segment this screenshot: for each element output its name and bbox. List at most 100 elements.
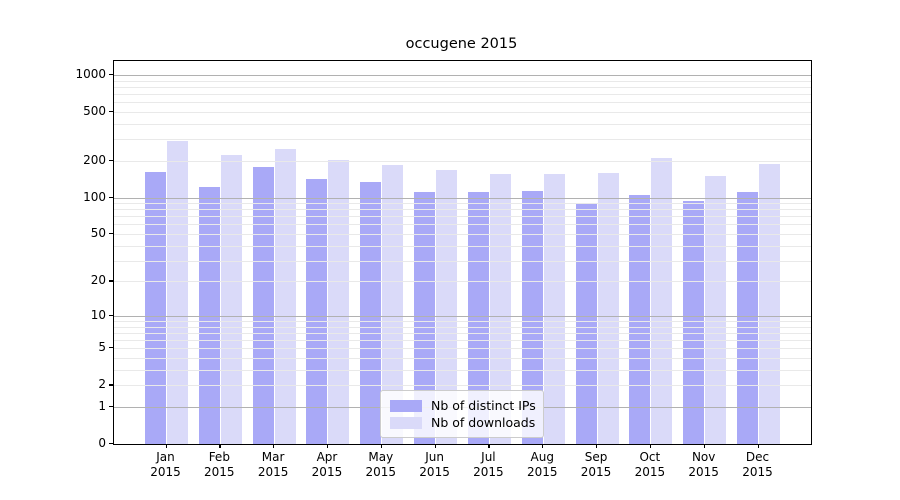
- y-tick-mark-1: [109, 405, 113, 408]
- y-tick-label-1: 1: [98, 398, 106, 413]
- major-gridline-1000: [114, 75, 811, 76]
- y-tick-mark-1000: [109, 74, 113, 76]
- minor-gridline-9: [114, 321, 811, 323]
- bar-downloads-apr: [328, 160, 350, 444]
- y-tick-mark-20: [109, 280, 113, 282]
- y-tick-mark-10: [109, 314, 113, 317]
- minor-gridline-400: [114, 123, 811, 125]
- legend-swatch-downloads: [390, 416, 422, 429]
- x-tick-year-nov: 2015: [688, 465, 719, 479]
- bar-ips-aug: [521, 191, 543, 444]
- minor-gridline-30: [114, 260, 811, 262]
- x-tick-label-dec: Dec 2015: [730, 450, 786, 480]
- bar-ips-nov: [683, 201, 705, 444]
- x-tick-year-aug: 2015: [526, 465, 558, 479]
- y-tick-label-50: 50: [90, 225, 106, 240]
- bar-downloads-oct: [651, 158, 673, 444]
- minor-gridline-5: [114, 348, 811, 350]
- y-tick-mark-500: [109, 110, 113, 113]
- bar-ips-jan: [145, 171, 166, 444]
- y-tick-label-10: 10: [90, 307, 106, 322]
- minor-gridline-300: [114, 139, 811, 141]
- x-tick-year-apr: 2015: [311, 465, 343, 479]
- x-tick-year-mar: 2015: [257, 465, 289, 479]
- y-tick-label-2: 2: [98, 377, 106, 392]
- x-tick-mark-sep: [596, 444, 598, 448]
- x-tick-mark-jun: [434, 444, 436, 448]
- x-tick-mark-feb: [219, 444, 221, 448]
- minor-gridline-700: [114, 94, 811, 96]
- major-gridline-10: [114, 315, 811, 317]
- plot-area: [113, 60, 812, 445]
- bar-downloads-nov: [705, 176, 727, 444]
- y-tick-mark-100: [109, 196, 113, 198]
- bar-ips-apr: [306, 178, 328, 444]
- x-tick-label-feb: Feb 2015: [191, 450, 247, 480]
- legend-label-distinct-ips: Nb of distinct IPs: [431, 398, 536, 413]
- x-tick-label-may: May 2015: [353, 450, 409, 480]
- x-tick-mark-apr: [326, 444, 329, 448]
- bar-ips-dec: [737, 191, 758, 444]
- bar-ips-sep: [575, 203, 597, 444]
- minor-gridline-800: [114, 86, 811, 88]
- minor-gridline-8: [114, 326, 811, 328]
- bar-downloads-feb: [220, 155, 242, 444]
- major-gridline-100: [114, 197, 811, 199]
- minor-gridline-500: [114, 111, 811, 113]
- minor-gridline-6: [114, 340, 811, 342]
- chart-title: occugene 2015: [405, 36, 518, 52]
- minor-gridline-50: [114, 233, 811, 235]
- bar-downloads-jul: [489, 174, 511, 444]
- x-tick-label-apr: Apr 2015: [299, 450, 355, 480]
- bar-downloads-aug: [543, 173, 565, 444]
- minor-gridline-90: [114, 203, 811, 205]
- bar-ips-mar: [252, 166, 274, 444]
- x-tick-label-jul: Jul 2015: [460, 450, 516, 480]
- minor-gridline-600: [114, 102, 811, 104]
- x-tick-label-nov: Nov 2015: [676, 450, 732, 480]
- bar-ips-jul: [467, 191, 489, 444]
- bar-downloads-mar: [274, 148, 296, 444]
- bar-downloads-dec: [759, 164, 780, 444]
- x-tick-year-may: 2015: [365, 465, 397, 479]
- y-tick-mark-200: [109, 159, 113, 161]
- minor-gridline-7: [114, 332, 811, 334]
- y-tick-mark-0: [109, 443, 113, 445]
- x-tick-mark-mar: [273, 444, 275, 448]
- x-tick-label-oct: Oct 2015: [622, 450, 678, 480]
- x-tick-year-jul: 2015: [473, 465, 504, 479]
- bar-ips-oct: [629, 195, 651, 444]
- legend-label-downloads: Nb of downloads: [431, 415, 536, 430]
- bar-downloads-sep: [597, 172, 619, 444]
- minor-gridline-900: [114, 80, 811, 82]
- y-tick-label-100: 100: [83, 189, 106, 204]
- legend-row-downloads: Nb of downloads: [390, 414, 536, 431]
- minor-gridline-200: [114, 160, 811, 162]
- y-tick-label-20: 20: [90, 273, 106, 288]
- x-tick-label-jun: Jun 2015: [407, 450, 463, 480]
- minor-gridline-20: [114, 281, 811, 283]
- x-tick-year-feb: 2015: [204, 465, 235, 479]
- x-tick-mark-jan: [165, 444, 167, 448]
- minor-gridline-40: [114, 245, 811, 247]
- y-tick-label-500: 500: [83, 103, 106, 118]
- x-tick-mark-dec: [757, 444, 759, 448]
- x-tick-label-sep: Sep 2015: [568, 450, 624, 480]
- x-tick-label-mar: Mar 2015: [245, 450, 301, 480]
- x-tick-year-jun: 2015: [419, 465, 450, 479]
- y-tick-label-5: 5: [98, 340, 106, 355]
- x-tick-year-oct: 2015: [634, 465, 666, 479]
- x-tick-year-jan: 2015: [150, 465, 181, 479]
- legend-row-distinct-ips: Nb of distinct IPs: [390, 397, 536, 414]
- y-tick-mark-50: [109, 232, 113, 235]
- x-tick-year-dec: 2015: [742, 465, 773, 479]
- x-tick-year-sep: 2015: [580, 465, 612, 479]
- x-tick-mark-nov: [703, 444, 705, 448]
- x-tick-mark-may: [380, 444, 382, 448]
- x-tick-mark-jul: [488, 444, 490, 448]
- y-tick-label-1000: 1000: [75, 67, 106, 81]
- minor-gridline-60: [114, 224, 811, 226]
- minor-gridline-70: [114, 216, 811, 218]
- bar-ips-may: [360, 182, 382, 444]
